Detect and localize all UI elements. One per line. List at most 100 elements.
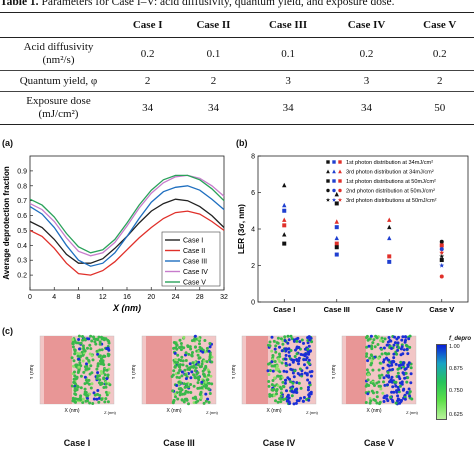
particle — [203, 359, 207, 363]
particle — [365, 354, 368, 358]
marker-circle — [326, 188, 330, 193]
particle — [278, 352, 281, 356]
particle — [202, 401, 206, 405]
particle — [82, 370, 86, 374]
table-header-case-iv: Case IV — [327, 12, 406, 38]
particle — [396, 385, 400, 389]
particle — [304, 352, 308, 356]
particle — [279, 337, 283, 341]
particle — [276, 400, 280, 404]
particle — [409, 381, 413, 385]
particle — [184, 351, 188, 355]
particle — [282, 369, 286, 373]
particle — [288, 363, 292, 367]
table-cell: 34 — [327, 91, 406, 125]
particle — [200, 380, 204, 384]
particle — [405, 380, 409, 384]
marker-triangle — [326, 169, 330, 174]
particle — [97, 400, 101, 404]
particle — [308, 338, 312, 342]
particle — [178, 338, 182, 342]
particle — [176, 397, 180, 401]
particle — [299, 386, 303, 390]
particle — [293, 355, 297, 358]
particle — [372, 391, 375, 395]
marker-star — [325, 197, 331, 202]
particle — [287, 350, 291, 354]
particle — [96, 352, 100, 356]
particle — [88, 392, 92, 396]
particle — [375, 401, 379, 405]
particle — [372, 338, 376, 342]
particle — [71, 342, 75, 346]
particle — [405, 390, 409, 394]
particle — [98, 378, 102, 382]
particle — [182, 392, 186, 396]
particle — [371, 368, 375, 372]
table-row: Quantum yield, φ 2 2 3 3 2 — [0, 70, 474, 92]
particle — [98, 340, 102, 344]
particle — [398, 384, 402, 388]
particle — [193, 334, 197, 338]
particle — [92, 337, 96, 341]
particle — [306, 388, 310, 392]
particle — [298, 367, 302, 371]
particle — [73, 374, 77, 378]
particle — [91, 358, 95, 362]
particle — [276, 367, 280, 371]
particle — [106, 400, 110, 404]
marker-square — [334, 201, 339, 206]
particle — [409, 372, 413, 376]
particle — [193, 376, 197, 380]
particle — [107, 354, 110, 358]
particle — [73, 348, 77, 352]
marker-star — [331, 197, 337, 202]
marker-circle — [439, 247, 444, 252]
y-tick-label: 2 — [251, 263, 255, 270]
x-tick-label: 8 — [77, 294, 81, 301]
particle — [268, 369, 272, 372]
particle — [86, 396, 89, 400]
particle — [276, 336, 280, 340]
particle — [73, 382, 77, 386]
particle — [81, 359, 85, 363]
particle — [71, 396, 75, 400]
table-cell: 34 — [248, 91, 328, 125]
particle — [273, 376, 276, 380]
particle — [105, 368, 109, 372]
particle — [189, 383, 193, 386]
particle — [81, 335, 84, 338]
particle — [300, 338, 304, 342]
particle — [290, 389, 294, 393]
particle — [92, 391, 96, 395]
colorbar — [436, 344, 447, 420]
particle — [78, 352, 82, 356]
particle — [197, 337, 201, 341]
particle — [207, 387, 211, 391]
particle — [189, 347, 193, 351]
particle — [206, 397, 210, 401]
particle — [191, 351, 194, 354]
particle — [177, 376, 181, 380]
particle — [286, 334, 290, 338]
particle — [381, 340, 385, 343]
particle — [98, 342, 102, 346]
particle — [405, 344, 409, 348]
table-header-case-ii: Case II — [178, 12, 249, 38]
particle — [174, 342, 178, 346]
marker-circle — [439, 274, 444, 279]
particle — [307, 385, 310, 389]
particle — [370, 347, 374, 351]
particle — [291, 371, 295, 375]
particle — [102, 368, 106, 372]
particle — [279, 394, 283, 398]
particle — [403, 376, 407, 380]
particle — [206, 378, 210, 382]
particle — [75, 351, 79, 355]
particle — [400, 338, 404, 342]
marker-star — [439, 250, 445, 255]
table-cell: 0.2 — [327, 37, 406, 71]
particle — [301, 353, 305, 357]
simulation-caption: Case IV — [262, 438, 296, 448]
particle — [295, 345, 299, 349]
